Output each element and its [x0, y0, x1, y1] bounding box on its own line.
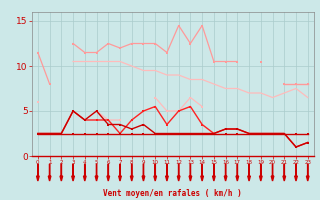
Text: Vent moyen/en rafales ( km/h ): Vent moyen/en rafales ( km/h ): [103, 189, 242, 198]
